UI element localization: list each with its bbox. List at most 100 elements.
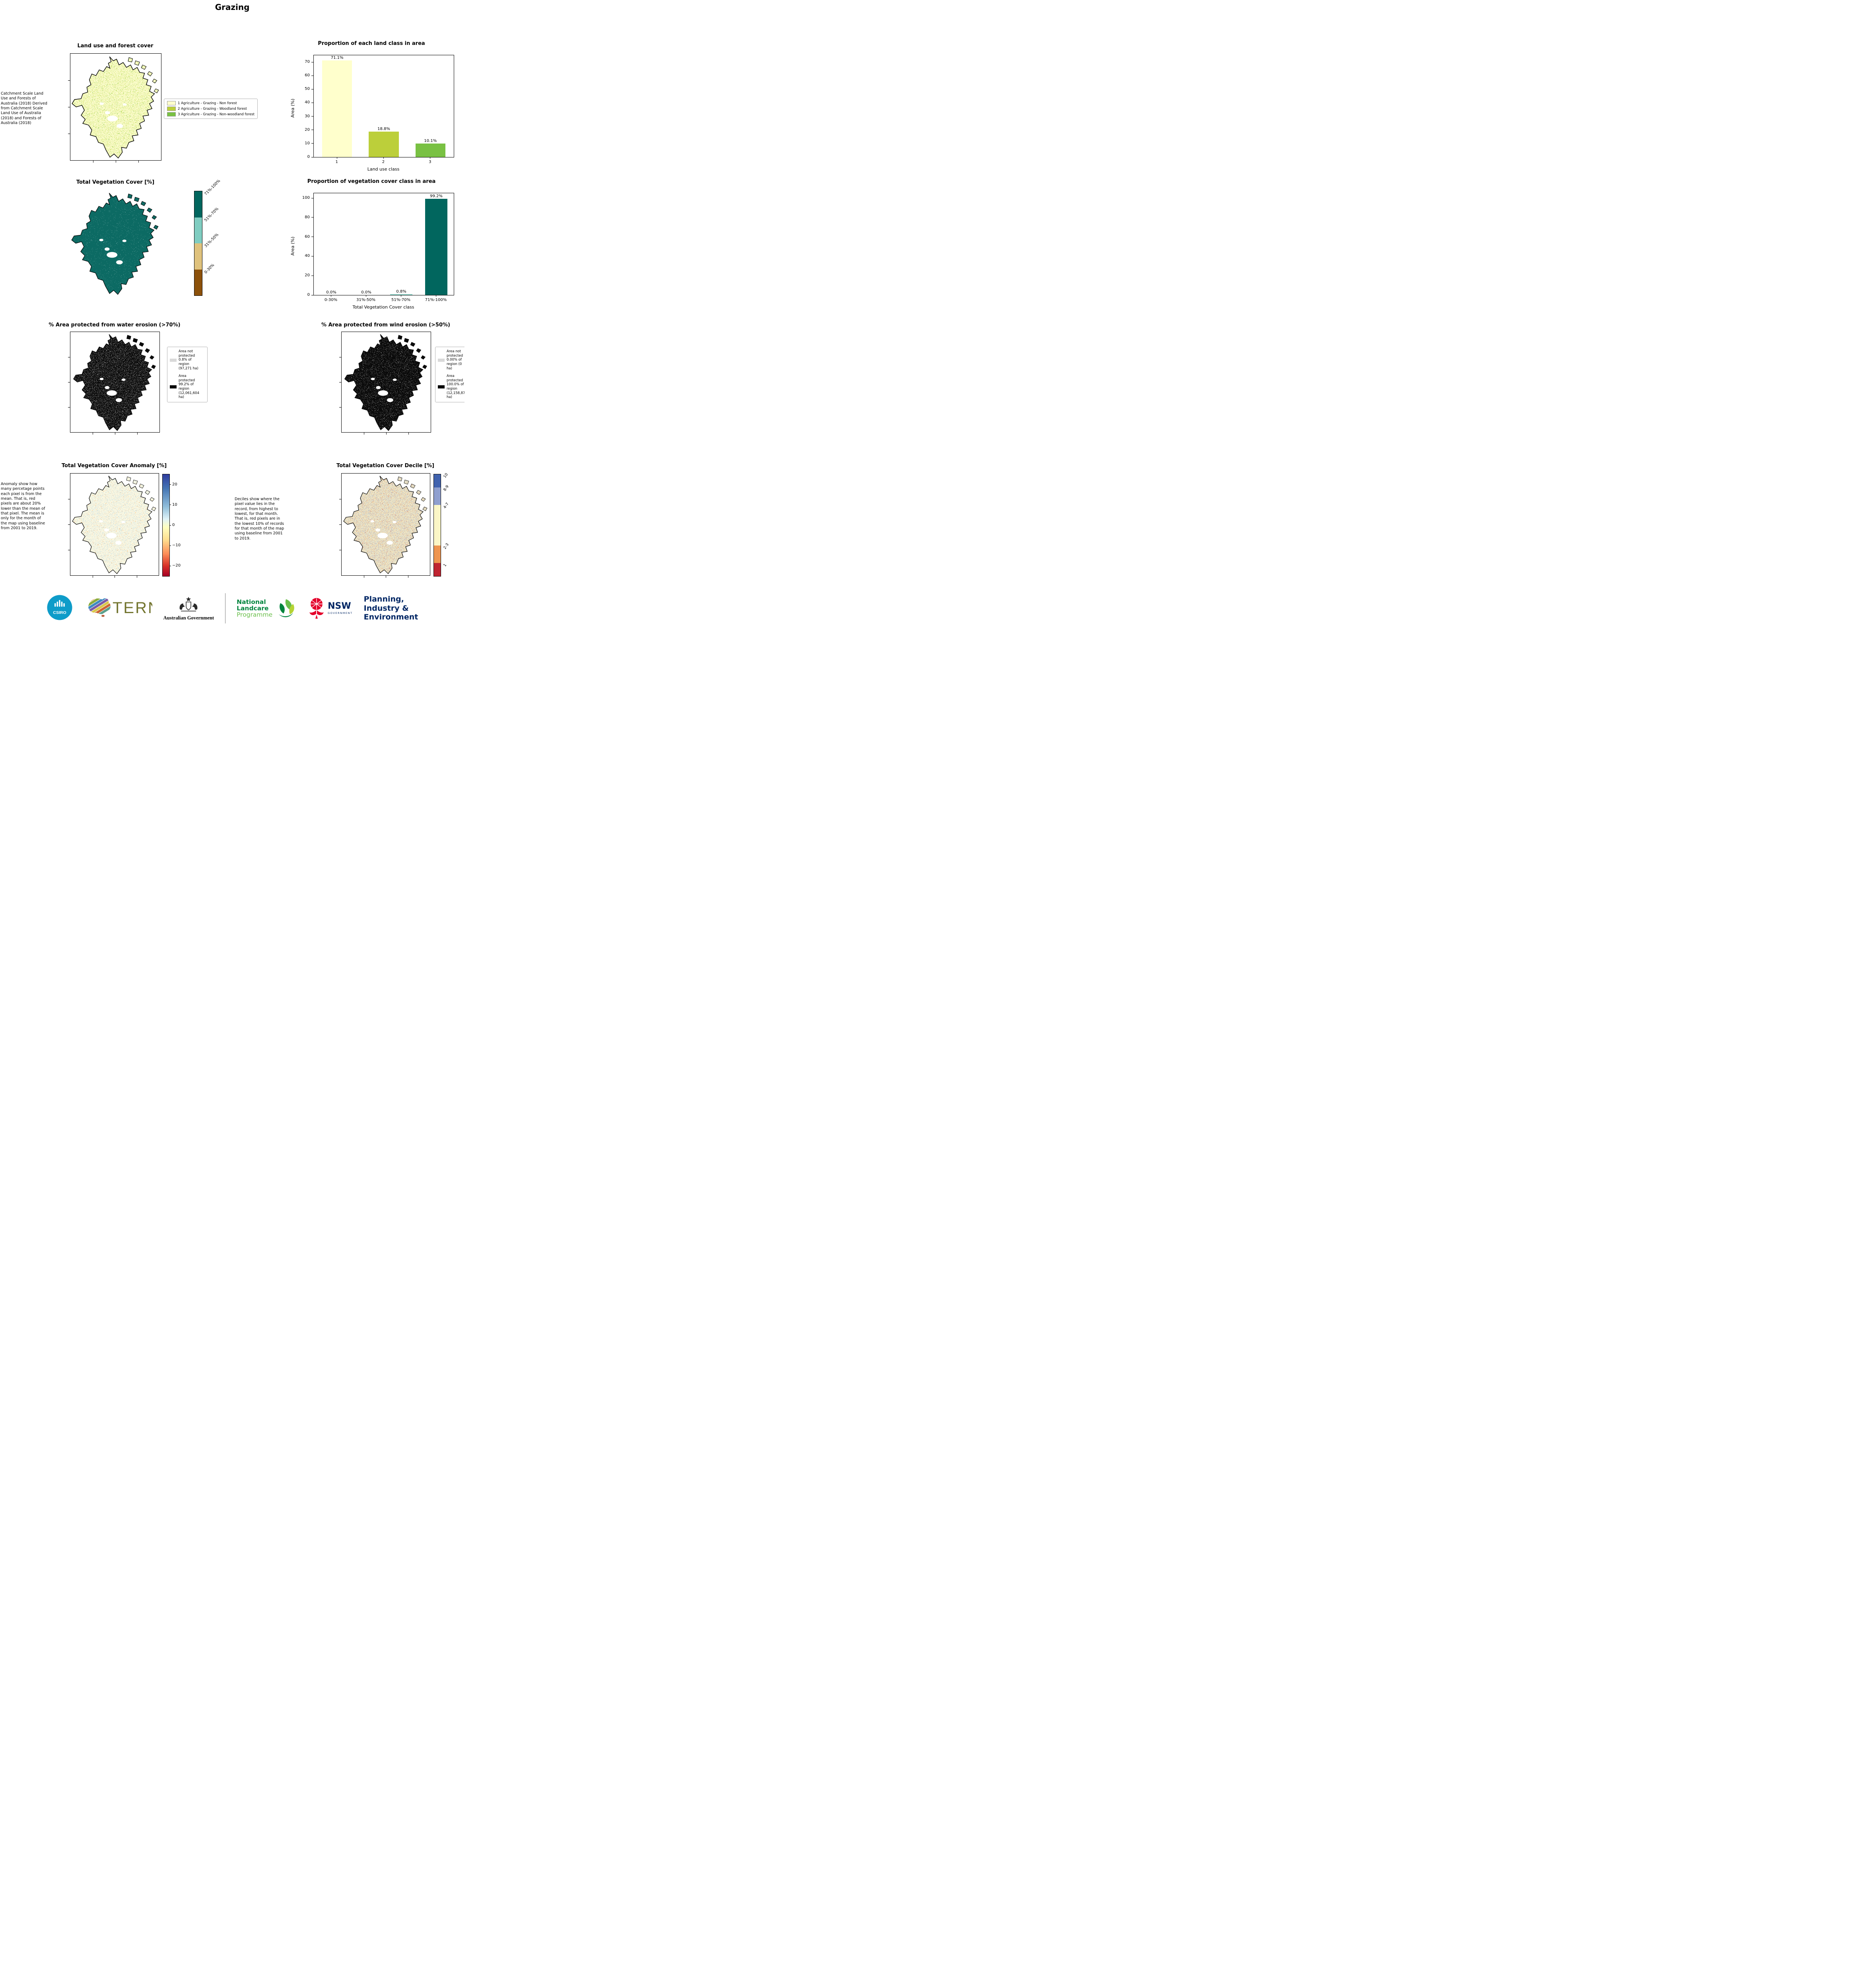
- water-erosion-legend: Area not protected 0.8% of region (97,27…: [167, 347, 208, 402]
- legend-entry: Area not protected 0.8% of region (97,27…: [170, 349, 205, 371]
- colorbar-segment: [194, 269, 202, 295]
- land-class-chart: Proportion of each land class in area Ar…: [278, 41, 464, 176]
- bar-slot: 0.8%: [384, 193, 419, 295]
- landuse-map-svg: [72, 56, 159, 159]
- chart-title: Proportion of each land class in area: [318, 41, 425, 47]
- landuse-map-title: Land use and forest cover: [77, 43, 154, 49]
- colorbar-segment: [194, 217, 202, 243]
- bar-slot: 10.1%: [407, 55, 454, 157]
- bar-value-label: 0.0%: [361, 290, 371, 295]
- bar-slot: 0.0%: [349, 193, 384, 295]
- legend-label: 3 Agriculture - Grazing - Non-woodland f…: [178, 112, 255, 116]
- australian-government-wordmark: Australian Government: [163, 615, 214, 621]
- x-tick-label: 3: [407, 157, 453, 164]
- tern-wordmark: TERN: [113, 599, 152, 617]
- vegcover-colorbar: 71%-100% 51%-70% 31%-50% 0-30%: [194, 179, 221, 296]
- nsw-government-label: GOVERNMENT: [328, 612, 353, 615]
- water-erosion-map-svg: [73, 334, 156, 431]
- landuse-map: [68, 53, 161, 163]
- bar-slot: 99.2%: [419, 193, 454, 295]
- colorbar-label: 31%-50%: [204, 232, 220, 249]
- landcare-leaves-icon: [279, 599, 294, 617]
- bar-slot: 18.8%: [360, 55, 407, 157]
- colorbar-segment: [194, 191, 202, 217]
- bar-slot: 0.0%: [314, 193, 349, 295]
- bar-value-label: 0.0%: [326, 290, 336, 295]
- anomaly-title: Total Vegetation Cover Anomaly [%]: [61, 463, 167, 469]
- legend-swatch: [438, 385, 445, 388]
- colorbar-label: 0-30%: [204, 263, 216, 275]
- x-axis-ticks: 0-30% 31%-50% 51%-70% 71%-100%: [313, 295, 453, 302]
- vegcover-map: [70, 189, 161, 297]
- bar-value-label: 18.8%: [377, 126, 390, 131]
- anomaly-map: [68, 473, 159, 578]
- wind-erosion-title: % Area protected from wind erosion (>50%…: [321, 322, 450, 328]
- colorbar-segment: [434, 563, 441, 576]
- colorbar-label: 4-7: [443, 502, 450, 510]
- bar-value-label: 10.1%: [424, 138, 437, 143]
- vegcover-map-title: Total Vegetation Cover [%]: [76, 179, 155, 185]
- legend-label: Area protected 99.2% of region (12,061,6…: [179, 374, 199, 400]
- x-tick-label: 0-30%: [313, 295, 348, 302]
- wind-erosion-map: [339, 332, 431, 435]
- colorbar-segment: [434, 546, 441, 563]
- bar: [390, 294, 413, 295]
- legend-entry: 2 Agriculture - Grazing - Woodland fores…: [167, 107, 255, 111]
- nsw-government-logo: NSW GOVERNMENT: [308, 597, 353, 619]
- chart-title: Proportion of vegetation cover class in …: [307, 179, 436, 184]
- x-axis-label: Land use class: [367, 167, 400, 172]
- landcare-line2: Landcare: [237, 604, 269, 612]
- landuse-legend: 1 Agriculture - Grazing - Non forest 2 A…: [164, 99, 258, 119]
- legend-entry: 1 Agriculture - Grazing - Non forest: [167, 101, 255, 105]
- footer-logos: CSIRO: [0, 593, 464, 623]
- bar-value-label: 0.8%: [396, 289, 406, 294]
- colorbar-label: 2-3: [443, 542, 450, 550]
- anomaly-colorbar: 20 10 0 −10 −20: [162, 474, 181, 577]
- legend-label: Area not protected 0.8% of region (97,27…: [179, 349, 198, 371]
- colorbar-label: 8-9: [443, 484, 450, 492]
- decile-title: Total Vegetation Cover Decile [%]: [336, 463, 434, 469]
- anomaly-map-svg: [72, 476, 156, 574]
- legend-label: Area protected 100.0% of region (12,158,…: [447, 374, 464, 400]
- y-axis-label: Area (%): [290, 99, 295, 118]
- veg-class-chart: Proportion of vegetation cover class in …: [278, 179, 464, 314]
- legend-swatch: [170, 358, 177, 362]
- x-tick-label: 1: [313, 157, 360, 164]
- australian-government-logo: Australian Government: [163, 596, 214, 621]
- coat-of-arms-icon: [179, 596, 198, 612]
- colorbar-segment: [194, 243, 202, 270]
- vegcover-map-svg: [71, 192, 159, 295]
- tern-logo: TERN: [84, 595, 159, 621]
- decile-map-svg: [343, 476, 428, 574]
- colorbar-label: 71%-100%: [204, 179, 222, 197]
- bar: [415, 143, 445, 157]
- legend-entry: Area protected 100.0% of region (12,158,…: [438, 374, 464, 400]
- legend-entry: Area not protected 0.00% of region (0 ha…: [438, 349, 464, 371]
- landcare-line1: National: [237, 598, 266, 606]
- bar: [322, 60, 352, 157]
- colorbar-segment: [434, 505, 441, 546]
- water-erosion-title: % Area protected from water erosion (>70…: [49, 322, 181, 328]
- water-erosion-map: [68, 332, 160, 435]
- bar-slot: 71.1%: [314, 55, 360, 157]
- decile-map: [339, 473, 430, 578]
- page-title: Grazing: [215, 2, 250, 12]
- plot-area: 0 20 40 60 80 100 0.0% 0.0% 0.8%: [302, 193, 454, 297]
- colorbar-label: 1: [443, 563, 448, 568]
- bars: 71.1% 18.8% 10.1%: [314, 55, 454, 157]
- x-axis-label: Total Vegetation Cover class: [352, 305, 414, 310]
- legend-swatch: [170, 385, 177, 388]
- bar: [425, 199, 448, 295]
- planning-industry-environment-logo: Planning, Industry & Environment: [363, 595, 418, 622]
- bars: 0.0% 0.0% 0.8% 99.2%: [314, 193, 454, 295]
- x-tick-label: 31%-50%: [348, 295, 383, 302]
- report-page: Grazing Land use and forest cover Catchm…: [0, 0, 464, 636]
- axis-tick: [138, 161, 139, 163]
- wind-erosion-map-svg: [344, 334, 427, 431]
- x-tick-label: 2: [360, 157, 406, 164]
- waratah-icon: [309, 598, 324, 619]
- x-axis-ticks: 1 2 3: [313, 157, 453, 164]
- x-tick-label: 71%-100%: [418, 295, 453, 302]
- axis-tick: [68, 80, 70, 81]
- colorbar-segment: [434, 487, 441, 505]
